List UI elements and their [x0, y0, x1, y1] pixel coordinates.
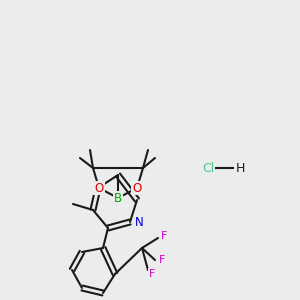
Text: O: O	[94, 182, 103, 194]
Text: O: O	[132, 182, 142, 194]
Text: B: B	[114, 191, 122, 205]
Text: F: F	[149, 269, 155, 279]
Text: F: F	[159, 255, 165, 265]
Text: Cl: Cl	[202, 161, 214, 175]
Text: H: H	[235, 161, 245, 175]
Text: N: N	[135, 215, 144, 229]
Text: F: F	[161, 231, 167, 241]
